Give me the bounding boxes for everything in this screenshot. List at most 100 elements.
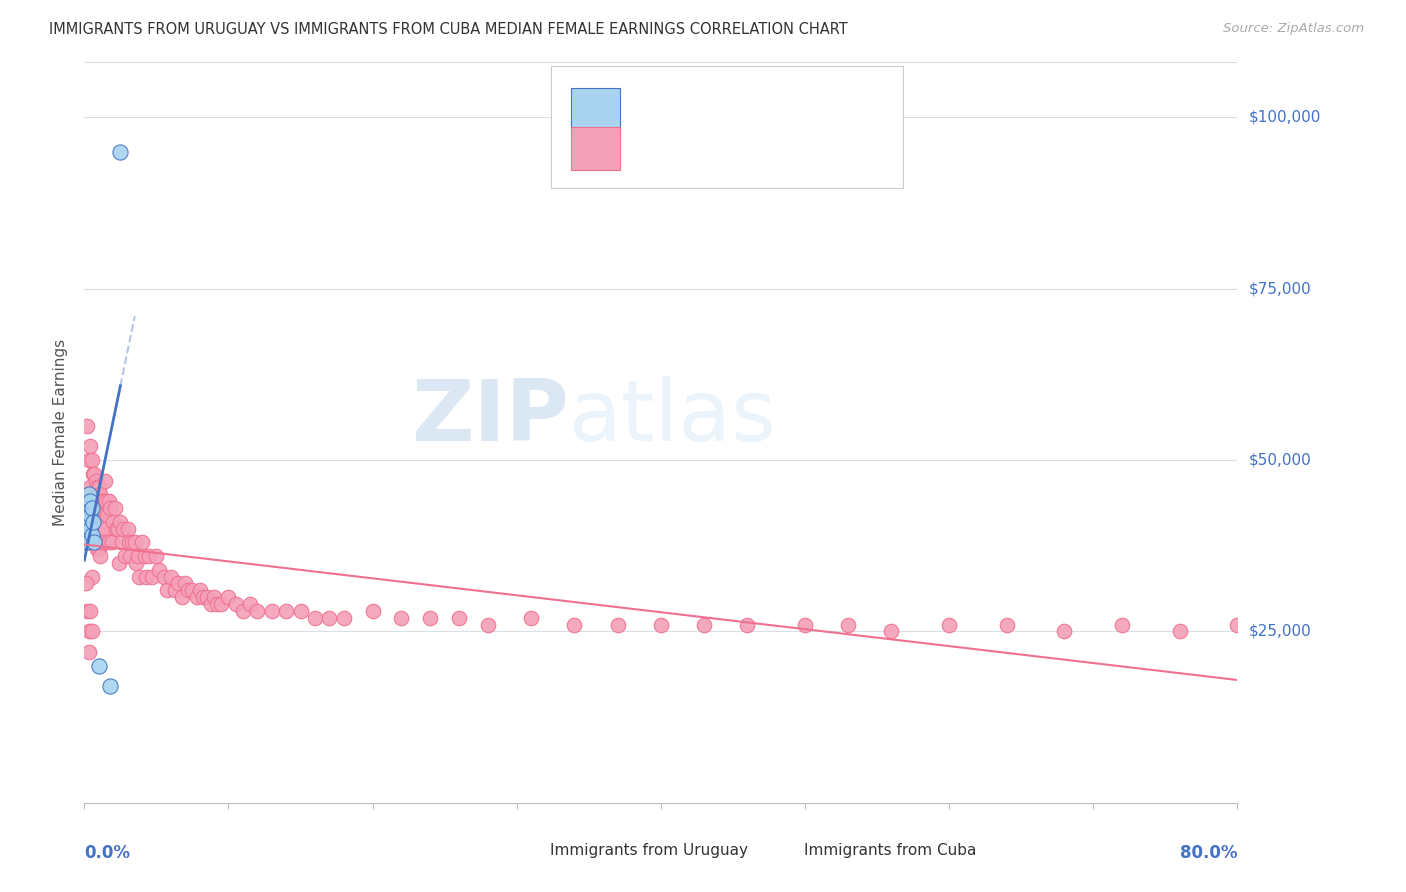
Point [125, 556, 148, 570]
Point [82, 501, 104, 516]
Point [200, 597, 222, 611]
Point [391, 610, 413, 624]
Point [80, 453, 103, 467]
Point [87, 480, 110, 494]
Point [77, 487, 100, 501]
Text: $25,000: $25,000 [1249, 624, 1312, 639]
Point [167, 576, 190, 591]
Point [97, 535, 120, 549]
Point [89, 487, 111, 501]
Point [79, 480, 101, 494]
Point [94, 535, 117, 549]
Point [80, 569, 103, 583]
Point [794, 617, 817, 632]
Point [177, 583, 200, 598]
Point [77, 487, 100, 501]
Text: atlas: atlas [568, 376, 776, 459]
Text: Immigrants from Uruguay: Immigrants from Uruguay [550, 844, 748, 858]
Point [260, 604, 283, 618]
Point [96, 508, 118, 522]
Point [82, 467, 104, 481]
Point [87, 542, 110, 557]
Point [737, 617, 759, 632]
Point [880, 624, 903, 639]
Point [80, 501, 103, 516]
Point [477, 617, 499, 632]
Point [1053, 624, 1076, 639]
Point [100, 535, 122, 549]
Point [174, 576, 197, 591]
Point [77, 535, 100, 549]
Point [91, 535, 114, 549]
Point [188, 583, 211, 598]
Text: R =  0.764   N =  16: R = 0.764 N = 16 [636, 101, 803, 119]
Point [128, 569, 150, 583]
Point [121, 535, 143, 549]
Point [83, 535, 105, 549]
Point [195, 590, 218, 604]
Point [108, 556, 131, 570]
Point [89, 515, 111, 529]
Point [83, 501, 105, 516]
FancyBboxPatch shape [759, 836, 796, 866]
Point [75, 535, 97, 549]
Point [76, 494, 98, 508]
Point [191, 590, 214, 604]
Point [80, 535, 103, 549]
Point [606, 617, 628, 632]
Point [225, 597, 247, 611]
Point [105, 522, 128, 536]
Point [77, 515, 100, 529]
Point [276, 604, 298, 618]
Point [77, 453, 100, 467]
Point [83, 467, 105, 481]
Text: Immigrants from Cuba: Immigrants from Cuba [804, 844, 976, 858]
Point [84, 501, 107, 516]
Point [80, 528, 103, 542]
Point [246, 604, 269, 618]
FancyBboxPatch shape [505, 836, 543, 866]
Point [564, 617, 586, 632]
Point [419, 610, 441, 624]
Point [520, 610, 543, 624]
Point [449, 610, 471, 624]
Point [110, 515, 132, 529]
Point [202, 590, 225, 604]
Text: $100,000: $100,000 [1249, 110, 1320, 125]
Point [90, 494, 112, 508]
Point [103, 515, 124, 529]
Point [75, 576, 97, 591]
Point [1226, 617, 1249, 632]
Text: $50,000: $50,000 [1249, 452, 1312, 467]
Point [127, 549, 149, 563]
Text: IMMIGRANTS FROM URUGUAY VS IMMIGRANTS FROM CUBA MEDIAN FEMALE EARNINGS CORRELATI: IMMIGRANTS FROM URUGUAY VS IMMIGRANTS FR… [49, 22, 848, 37]
Point [87, 508, 110, 522]
Point [181, 583, 204, 598]
Point [172, 590, 194, 604]
Point [239, 597, 262, 611]
FancyBboxPatch shape [551, 66, 903, 188]
Point [84, 535, 107, 549]
Point [152, 569, 174, 583]
Point [111, 535, 134, 549]
Point [86, 542, 108, 557]
Point [155, 583, 177, 598]
Point [98, 679, 121, 693]
Point [76, 604, 98, 618]
Point [91, 494, 114, 508]
Point [80, 494, 103, 508]
Point [110, 145, 132, 159]
Text: $75,000: $75,000 [1249, 281, 1312, 296]
Point [160, 569, 183, 583]
Point [93, 474, 115, 488]
Point [86, 508, 108, 522]
Point [148, 563, 170, 577]
Point [80, 624, 103, 639]
Point [304, 610, 326, 624]
FancyBboxPatch shape [571, 127, 620, 169]
Point [232, 604, 254, 618]
Point [209, 597, 232, 611]
Text: 80.0%: 80.0% [1180, 845, 1237, 863]
Point [79, 522, 101, 536]
Point [79, 604, 101, 618]
